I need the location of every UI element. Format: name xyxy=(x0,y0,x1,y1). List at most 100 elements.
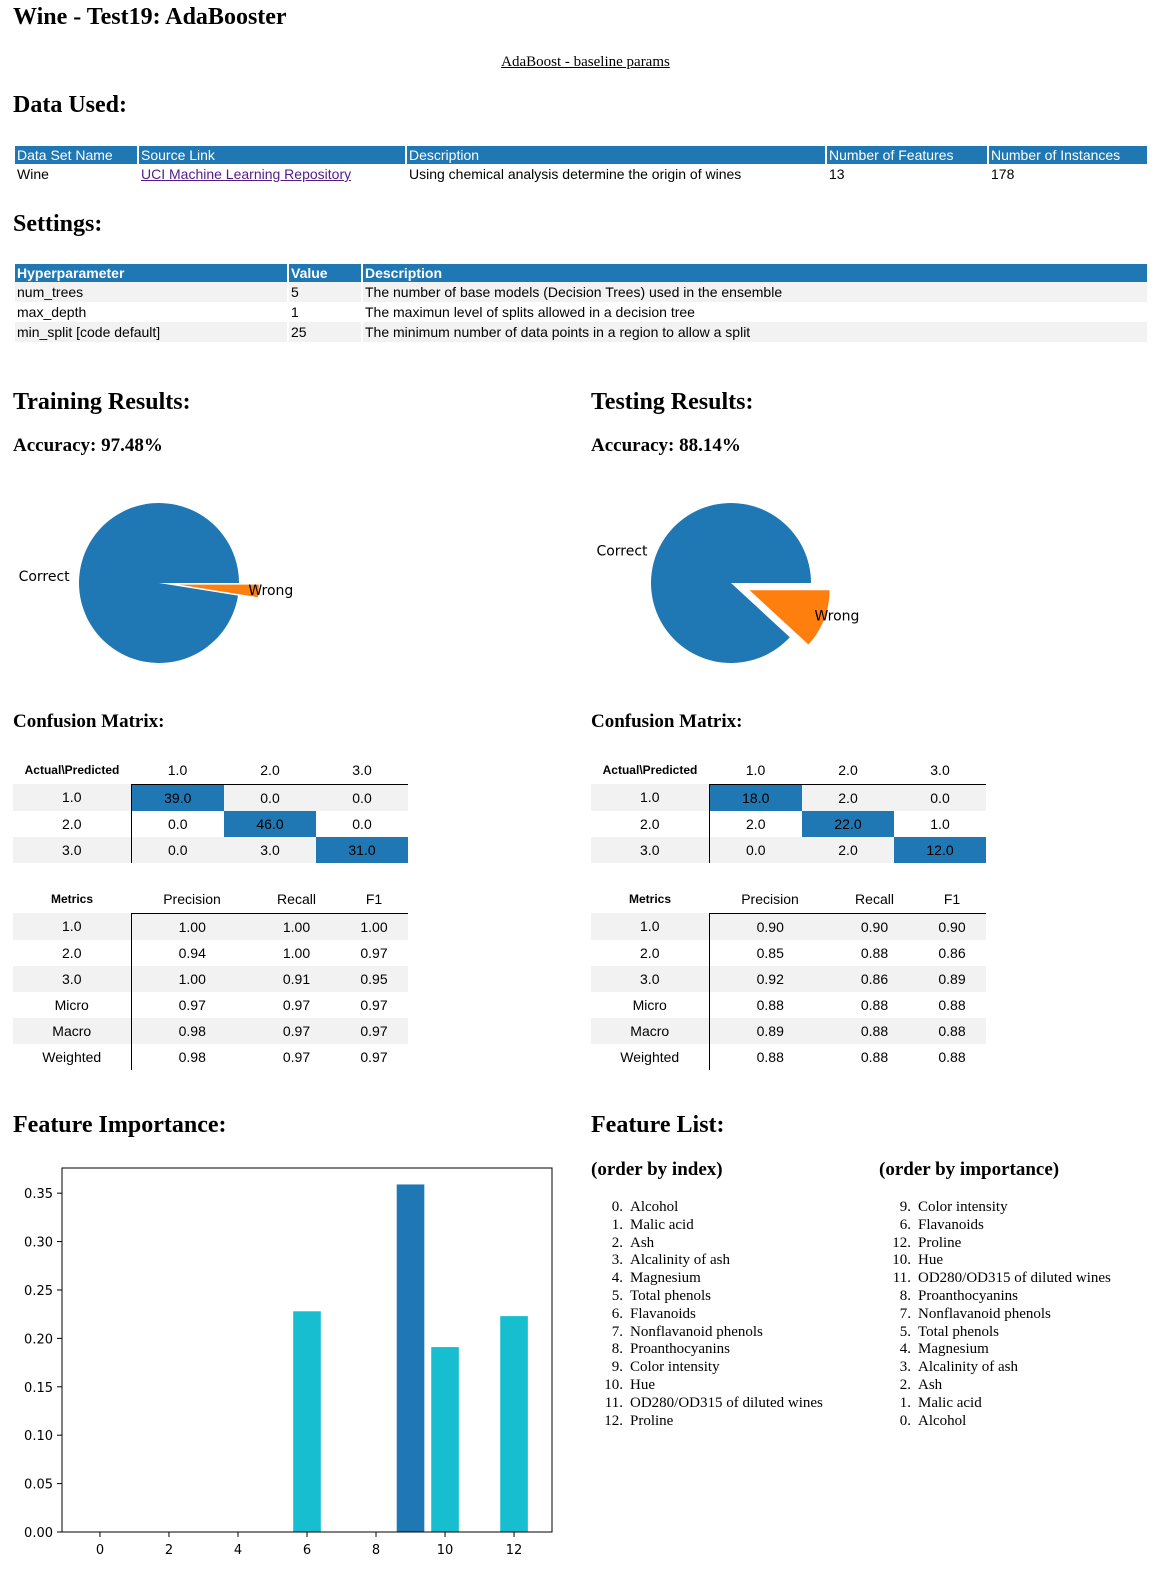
data-used-table: Data Set Name Source Link Description Nu… xyxy=(13,146,1149,184)
table-row: min_split [code default] 25 The minimum … xyxy=(15,322,1147,342)
metrics-cell: 0.88 xyxy=(860,996,889,1013)
table-row: 3.0 0.92 0.86 0.89 xyxy=(591,965,986,992)
matrix-cell: 2.0 xyxy=(802,784,894,811)
metrics-cell: 0.97 xyxy=(360,1048,388,1065)
matrix-cell: 0.0 xyxy=(316,784,408,811)
training-metrics-table: Metrics Precision Recall F1 1.0 1.00 1.0… xyxy=(13,885,408,1070)
metrics-row-header: Macro xyxy=(13,1017,132,1044)
list-item: 11. OD280/OD315 of diluted wines xyxy=(604,1394,823,1411)
metrics-cell: 0.97 xyxy=(360,944,388,961)
metrics-col-header: Precision xyxy=(131,885,253,914)
matrix-cell: 3.0 xyxy=(224,836,316,863)
table-row: Weighted 0.98 0.97 0.97 xyxy=(13,1043,408,1070)
pie-slice-correct xyxy=(651,503,811,663)
list-item: 5. Total phenols xyxy=(611,1287,712,1304)
metrics-cell: 1.00 xyxy=(131,965,253,992)
metrics-cell: 0.90 xyxy=(709,913,831,940)
training-pie-chart: Correct Wrong xyxy=(19,503,293,664)
bar-feature-6 xyxy=(293,1311,321,1532)
y-tick-label: 0.05 xyxy=(24,1478,53,1493)
metrics-cell: 0.97 xyxy=(360,996,388,1013)
metrics-cell: 1.00 xyxy=(131,913,253,940)
matrix-row-header: 3.0 xyxy=(591,836,710,863)
feature-list-by-index: 0. Alcohol 1. Malic acid 2. Ash 3. Alcalinit… xyxy=(591,1199,823,1430)
param-description: The minimum number of data points in a r… xyxy=(363,322,1147,342)
param-name: num_trees xyxy=(15,282,287,302)
metrics-cell: 0.86 xyxy=(938,944,966,961)
table-row: Micro 0.97 0.97 0.97 xyxy=(13,991,408,1018)
metrics-cell: 0.90 xyxy=(831,913,918,940)
table-row: 2.0 0.0 46.0 0.0 xyxy=(13,810,408,837)
matrix-cell: 39.0 xyxy=(131,784,224,811)
metrics-cell: 0.88 xyxy=(831,1017,918,1044)
table-row: 2.0 0.85 0.88 0.86 xyxy=(591,939,986,966)
list-item: 9. Color intensity xyxy=(899,1199,1008,1215)
metrics-row-header: 1.0 xyxy=(591,913,710,940)
y-tick-label: 0.20 xyxy=(24,1332,53,1347)
metrics-cell: 0.88 xyxy=(938,1048,966,1065)
matrix-col-header: 1.0 xyxy=(709,756,802,785)
table-row: num_trees 5 The number of base models (D… xyxy=(15,282,1147,302)
metrics-cell: 0.90 xyxy=(918,913,986,940)
training-accuracy: Accuracy: 97.48% xyxy=(13,435,163,456)
y-tick-label: 0.10 xyxy=(24,1429,53,1444)
bar-feature-9 xyxy=(396,1184,425,1532)
y-tick-label: 0.25 xyxy=(24,1284,53,1299)
settings-table: Hyperparameter Value Description num_tre… xyxy=(13,264,1149,342)
list-item: 3. Alcalinity of ash xyxy=(899,1359,1018,1376)
settings-heading: Settings: xyxy=(13,211,103,237)
metrics-cell: 0.85 xyxy=(756,944,784,961)
metrics-row-header: 2.0 xyxy=(13,939,132,966)
metrics-cell: 0.88 xyxy=(938,996,966,1013)
matrix-cell: 18.0 xyxy=(709,784,802,811)
pie-label-correct: Correct xyxy=(596,543,648,559)
metrics-corner: Metrics xyxy=(50,892,94,906)
pie-slice-wrong xyxy=(749,590,830,645)
metrics-row-header: Micro xyxy=(591,991,710,1018)
metrics-cell: 0.97 xyxy=(282,996,311,1013)
training-cm-heading: Confusion Matrix: xyxy=(13,711,165,732)
column-header: Number of Instances xyxy=(989,146,1147,164)
feature-importance-heading: Feature Importance: xyxy=(13,1112,227,1138)
matrix-cell: 0.0 xyxy=(131,836,224,863)
list-item: 6. Flavanoids xyxy=(611,1305,696,1322)
metrics-row-header: 2.0 xyxy=(591,939,710,966)
matrix-cell: 0.0 xyxy=(224,784,316,811)
metrics-cell: 0.88 xyxy=(860,1048,889,1065)
metrics-col-header: F1 xyxy=(340,885,408,914)
matrix-cell: 0.0 xyxy=(709,836,802,863)
order-by-importance-heading: (order by importance) xyxy=(879,1159,1060,1180)
column-header: Description xyxy=(407,146,825,164)
metrics-col-header: Recall xyxy=(253,885,340,914)
page-title: Wine - Test19: AdaBooster xyxy=(13,4,287,30)
table-row: Weighted 0.88 0.88 0.88 xyxy=(591,1043,986,1070)
table-row: Wine UCI Machine Learning Repository Usi… xyxy=(15,164,1147,184)
dataset-name: Wine xyxy=(17,166,49,182)
matrix-row-header: 2.0 xyxy=(13,810,132,837)
testing-confusion-matrix: Actual\Predicted 1.0 2.0 3.0 1.0 18.0 2.… xyxy=(591,756,986,863)
table-row: 3.0 0.0 2.0 12.0 xyxy=(591,836,986,863)
list-item: 0. Alcohol xyxy=(611,1199,679,1215)
matrix-col-header: 2.0 xyxy=(802,756,894,785)
metrics-cell: 0.97 xyxy=(282,1048,311,1065)
matrix-corner: Actual\Predicted xyxy=(602,763,698,777)
data-used-heading: Data Used: xyxy=(13,92,127,118)
metrics-cell: 0.94 xyxy=(178,944,206,961)
matrix-cell: 22.0 xyxy=(802,810,894,837)
testing-accuracy: Accuracy: 88.14% xyxy=(591,435,741,456)
param-description: The number of base models (Decision Tree… xyxy=(363,282,1147,302)
table-row: 1.0 1.00 1.00 1.00 xyxy=(13,913,408,940)
metrics-cell: 0.97 xyxy=(340,1017,408,1044)
list-item: 2. Ash xyxy=(611,1234,655,1251)
metrics-cell: 0.89 xyxy=(709,1017,831,1044)
list-item: 7. Nonflavanoid phenols xyxy=(611,1323,763,1340)
feature-count: 13 xyxy=(829,166,845,182)
param-name: min_split [code default] xyxy=(15,322,287,342)
source-link[interactable]: UCI Machine Learning Repository xyxy=(141,166,352,182)
page-subtitle[interactable]: AdaBoost - baseline params xyxy=(501,54,670,70)
x-tick-label: 12 xyxy=(506,1543,523,1558)
metrics-row-header: Micro xyxy=(13,991,132,1018)
testing-metrics-table: Metrics Precision Recall F1 1.0 0.90 0.9… xyxy=(591,885,986,1070)
metrics-cell: 0.88 xyxy=(860,944,889,961)
testing-pie-chart: Correct Wrong xyxy=(596,503,859,663)
